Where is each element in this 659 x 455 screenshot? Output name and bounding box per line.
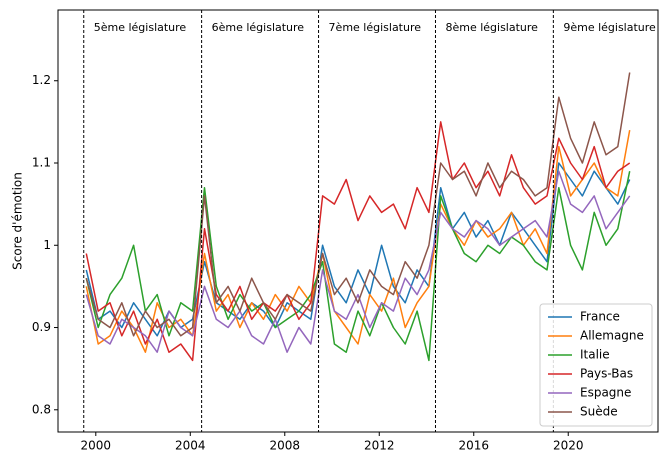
legislature-label: 6ème législature	[212, 21, 305, 34]
legislature-label: 8ème législature	[445, 21, 538, 34]
legislature-label: 9ème législature	[563, 21, 656, 34]
legislature-label: 5ème législature	[94, 21, 187, 34]
x-tick-label: 2016	[458, 439, 489, 453]
y-tick-label: 0.8	[32, 402, 51, 416]
legend-label: Italie	[580, 348, 610, 362]
legend-label: Allemagne	[580, 329, 644, 343]
y-tick-label: 1	[43, 238, 51, 252]
series-line	[85, 121, 631, 362]
y-tick-label: 0.9	[32, 320, 51, 334]
legislature-label: 7ème législature	[329, 21, 422, 34]
series-line	[85, 72, 631, 337]
series-line	[85, 170, 631, 353]
legend-box	[539, 303, 653, 427]
y-axis-label: Score d'émotion	[11, 172, 25, 270]
legend-label: Suède	[580, 405, 618, 419]
y-tick-label: 1.2	[32, 73, 51, 87]
legend-label: Pays-Bas	[580, 367, 633, 381]
plot-frame	[57, 9, 659, 433]
x-tick-label: 2012	[364, 439, 395, 453]
y-tick-label: 1.1	[32, 156, 51, 170]
series-line	[85, 171, 631, 362]
x-tick-label: 2008	[269, 439, 300, 453]
x-tick-label: 2004	[175, 439, 206, 453]
legend-label: Espagne	[580, 386, 631, 400]
legend-label: France	[580, 310, 620, 324]
x-tick-label: 2000	[81, 439, 112, 453]
x-tick-label: 2020	[553, 439, 584, 453]
